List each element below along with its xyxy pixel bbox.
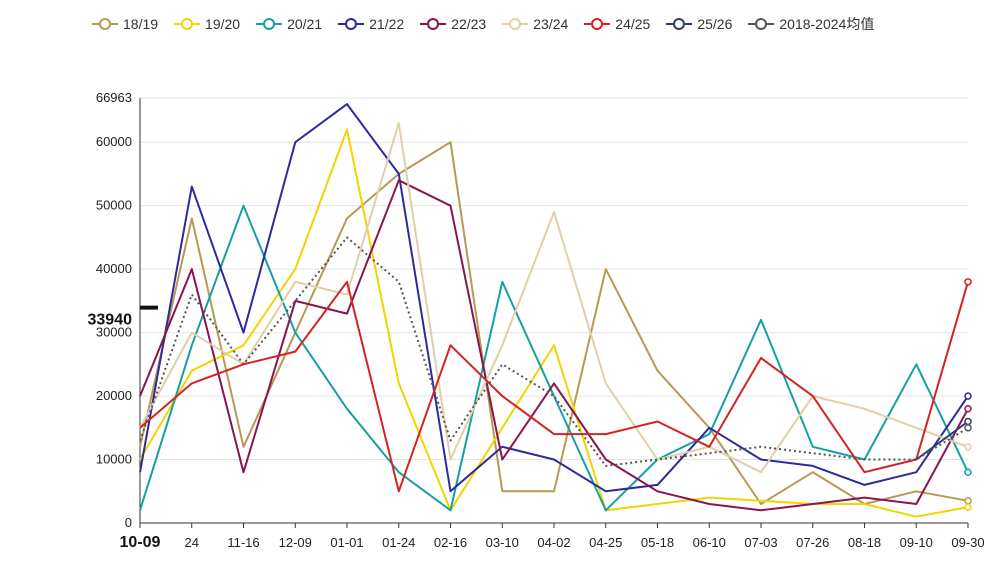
series-layer xyxy=(139,103,972,518)
legend-swatch-icon xyxy=(174,18,201,30)
series-end-point xyxy=(964,392,972,400)
x-tick-label: 11-16 xyxy=(227,535,259,550)
series-line-0 xyxy=(139,141,969,505)
series-line-2 xyxy=(139,204,969,512)
y-tick-label: 10000 xyxy=(96,452,132,467)
x-tick-label: 08-18 xyxy=(848,535,881,550)
legend-item[interactable]: 24/25 xyxy=(584,16,650,32)
legend-label: 23/24 xyxy=(533,16,569,32)
legend-item[interactable]: 19/20 xyxy=(174,16,240,32)
y-max-label: 66963 xyxy=(96,90,132,105)
legend-item[interactable]: 22/23 xyxy=(420,16,486,32)
series-end-point xyxy=(964,424,972,432)
x-tick-label: 01-01 xyxy=(330,535,363,550)
legend-swatch-icon xyxy=(748,18,775,30)
legend-label: 25/26 xyxy=(697,16,733,32)
x-tick-label: 09-10 xyxy=(900,535,933,550)
series-line-7 xyxy=(915,420,969,461)
x-tick-label: 07-26 xyxy=(796,535,829,550)
series-end-point xyxy=(964,497,972,505)
axes xyxy=(139,98,969,528)
legend-swatch-icon xyxy=(92,18,118,30)
y-tick-label: 40000 xyxy=(96,261,132,276)
legend-swatch-icon xyxy=(666,18,693,30)
legend-swatch-icon xyxy=(420,18,447,30)
legend-item[interactable]: 25/26 xyxy=(666,16,732,32)
legend-label: 2018-2024均值 xyxy=(779,16,875,32)
series-line-1 xyxy=(139,128,969,518)
series-end-point xyxy=(964,468,972,476)
series-line-6 xyxy=(139,280,969,493)
x-tick-label: 09-30 xyxy=(951,535,984,550)
series-end-point xyxy=(964,443,972,451)
legend-item[interactable]: 21/22 xyxy=(338,16,404,32)
x-tick-label: 04-02 xyxy=(537,535,570,550)
y-tick-label: 60000 xyxy=(96,134,132,149)
legend-item[interactable]: 23/24 xyxy=(502,16,568,32)
series-end-point xyxy=(964,278,972,286)
legend-label: 22/23 xyxy=(451,16,487,32)
x-tick-label: 07-03 xyxy=(744,535,777,550)
x-tick-label: 24 xyxy=(185,535,199,550)
y-tick-label: 0 xyxy=(125,515,132,530)
highlight-value-label: 33940 xyxy=(88,312,133,329)
chart-legend: 18/19 19/20 20/21 21/22 22/23 23/24 24/25 25/26… xyxy=(92,12,874,36)
legend-item[interactable]: 20/21 xyxy=(256,16,322,32)
legend-label: 21/22 xyxy=(369,16,405,32)
legend-label: 18/19 xyxy=(123,16,159,32)
x-tick-label: 01-24 xyxy=(382,535,415,550)
legend-swatch-icon xyxy=(584,18,611,30)
tick-labels: 0 10000 20000 30000 40000 50000 60000 66963 10-0… xyxy=(88,90,985,551)
series-end-point xyxy=(964,503,972,511)
x-tick-label: 10-09 xyxy=(120,534,161,551)
y-tick-label: 50000 xyxy=(96,198,132,213)
series-line-5 xyxy=(139,122,969,474)
y-tick-label: 30000 xyxy=(96,325,132,340)
x-tick-label: 06-10 xyxy=(693,535,726,550)
x-tick-label: 05-18 xyxy=(641,535,674,550)
legend-swatch-icon xyxy=(338,18,365,30)
legend-label: 24/25 xyxy=(615,16,651,32)
legend-swatch-icon xyxy=(256,18,283,30)
x-tick-label: 02-16 xyxy=(434,535,467,550)
legend-label: 19/20 xyxy=(205,16,241,32)
x-tick-label: 04-25 xyxy=(589,535,622,550)
series-line-3 xyxy=(139,103,969,493)
series-line-4 xyxy=(139,179,969,512)
y-tick-label: 20000 xyxy=(96,388,132,403)
series-line-8 xyxy=(139,236,969,467)
legend-swatch-icon xyxy=(502,18,529,30)
legend-item[interactable]: 18/19 xyxy=(92,16,158,32)
x-tick-label: 12-09 xyxy=(279,535,312,550)
legend-label: 20/21 xyxy=(287,16,323,32)
series-end-point xyxy=(964,417,972,426)
legend-item[interactable]: 2018-2024均值 xyxy=(748,14,874,34)
series-end-point xyxy=(964,405,972,413)
x-tick-label: 03-10 xyxy=(486,535,519,550)
